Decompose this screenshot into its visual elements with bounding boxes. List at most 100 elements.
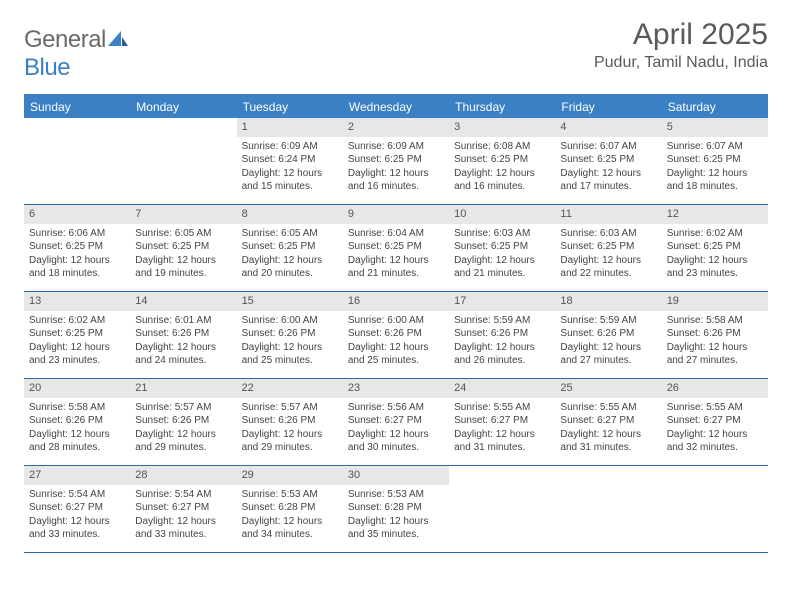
day-number: 17 [449, 292, 555, 311]
day-body: Sunrise: 6:00 AMSunset: 6:26 PMDaylight:… [237, 311, 343, 374]
day-cell: 8Sunrise: 6:05 AMSunset: 6:25 PMDaylight… [237, 205, 343, 291]
day-cell: 30Sunrise: 5:53 AMSunset: 6:28 PMDayligh… [343, 466, 449, 552]
sunset-text: Sunset: 6:25 PM [29, 240, 125, 254]
sunset-text: Sunset: 6:26 PM [242, 414, 338, 428]
day-cell: 1Sunrise: 6:09 AMSunset: 6:24 PMDaylight… [237, 118, 343, 204]
sunset-text: Sunset: 6:27 PM [560, 414, 656, 428]
day-cell: 22Sunrise: 5:57 AMSunset: 6:26 PMDayligh… [237, 379, 343, 465]
day-number: 14 [130, 292, 236, 311]
day-body: Sunrise: 5:55 AMSunset: 6:27 PMDaylight:… [449, 398, 555, 461]
sunset-text: Sunset: 6:25 PM [454, 153, 550, 167]
sunrise-text: Sunrise: 6:05 AM [135, 227, 231, 241]
sunset-text: Sunset: 6:24 PM [242, 153, 338, 167]
day-cell [449, 466, 555, 552]
day-body: Sunrise: 5:55 AMSunset: 6:27 PMDaylight:… [662, 398, 768, 461]
sunset-text: Sunset: 6:25 PM [348, 240, 444, 254]
dow-cell: Wednesday [343, 96, 449, 118]
sunrise-text: Sunrise: 5:54 AM [29, 488, 125, 502]
day-number: 20 [24, 379, 130, 398]
day-number: 27 [24, 466, 130, 485]
day-number [24, 118, 130, 122]
week-row: 20Sunrise: 5:58 AMSunset: 6:26 PMDayligh… [24, 379, 768, 466]
daylight-text: Daylight: 12 hours and 16 minutes. [454, 167, 550, 194]
sunset-text: Sunset: 6:28 PM [348, 501, 444, 515]
day-body: Sunrise: 6:07 AMSunset: 6:25 PMDaylight:… [662, 137, 768, 200]
daylight-text: Daylight: 12 hours and 24 minutes. [135, 341, 231, 368]
week-row: 13Sunrise: 6:02 AMSunset: 6:25 PMDayligh… [24, 292, 768, 379]
day-number: 10 [449, 205, 555, 224]
day-body: Sunrise: 6:08 AMSunset: 6:25 PMDaylight:… [449, 137, 555, 200]
day-number: 2 [343, 118, 449, 137]
daylight-text: Daylight: 12 hours and 29 minutes. [242, 428, 338, 455]
day-cell: 14Sunrise: 6:01 AMSunset: 6:26 PMDayligh… [130, 292, 236, 378]
day-cell: 26Sunrise: 5:55 AMSunset: 6:27 PMDayligh… [662, 379, 768, 465]
sunrise-text: Sunrise: 6:01 AM [135, 314, 231, 328]
day-body: Sunrise: 6:06 AMSunset: 6:25 PMDaylight:… [24, 224, 130, 287]
day-cell: 9Sunrise: 6:04 AMSunset: 6:25 PMDaylight… [343, 205, 449, 291]
day-body: Sunrise: 6:09 AMSunset: 6:24 PMDaylight:… [237, 137, 343, 200]
sunset-text: Sunset: 6:25 PM [454, 240, 550, 254]
sunset-text: Sunset: 6:25 PM [348, 153, 444, 167]
day-cell: 18Sunrise: 5:59 AMSunset: 6:26 PMDayligh… [555, 292, 661, 378]
day-body: Sunrise: 6:02 AMSunset: 6:25 PMDaylight:… [662, 224, 768, 287]
day-number: 16 [343, 292, 449, 311]
sunset-text: Sunset: 6:25 PM [667, 240, 763, 254]
dow-cell: Saturday [662, 96, 768, 118]
sunset-text: Sunset: 6:27 PM [29, 501, 125, 515]
day-cell [662, 466, 768, 552]
week-row: 27Sunrise: 5:54 AMSunset: 6:27 PMDayligh… [24, 466, 768, 553]
day-number: 25 [555, 379, 661, 398]
day-cell: 12Sunrise: 6:02 AMSunset: 6:25 PMDayligh… [662, 205, 768, 291]
daylight-text: Daylight: 12 hours and 34 minutes. [242, 515, 338, 542]
day-cell: 27Sunrise: 5:54 AMSunset: 6:27 PMDayligh… [24, 466, 130, 552]
sunset-text: Sunset: 6:27 PM [454, 414, 550, 428]
day-cell: 29Sunrise: 5:53 AMSunset: 6:28 PMDayligh… [237, 466, 343, 552]
day-cell: 20Sunrise: 5:58 AMSunset: 6:26 PMDayligh… [24, 379, 130, 465]
day-cell [130, 118, 236, 204]
sunset-text: Sunset: 6:27 PM [135, 501, 231, 515]
day-cell: 28Sunrise: 5:54 AMSunset: 6:27 PMDayligh… [130, 466, 236, 552]
day-body: Sunrise: 5:59 AMSunset: 6:26 PMDaylight:… [555, 311, 661, 374]
day-cell: 13Sunrise: 6:02 AMSunset: 6:25 PMDayligh… [24, 292, 130, 378]
sunrise-text: Sunrise: 6:04 AM [348, 227, 444, 241]
daylight-text: Daylight: 12 hours and 31 minutes. [560, 428, 656, 455]
sunset-text: Sunset: 6:26 PM [667, 327, 763, 341]
brand-part1: General [24, 26, 106, 53]
day-body: Sunrise: 6:03 AMSunset: 6:25 PMDaylight:… [555, 224, 661, 287]
daylight-text: Daylight: 12 hours and 33 minutes. [135, 515, 231, 542]
day-cell: 21Sunrise: 5:57 AMSunset: 6:26 PMDayligh… [130, 379, 236, 465]
sunrise-text: Sunrise: 5:59 AM [454, 314, 550, 328]
day-body: Sunrise: 5:53 AMSunset: 6:28 PMDaylight:… [343, 485, 449, 548]
day-number: 23 [343, 379, 449, 398]
day-body: Sunrise: 6:04 AMSunset: 6:25 PMDaylight:… [343, 224, 449, 287]
day-number: 13 [24, 292, 130, 311]
sunrise-text: Sunrise: 5:56 AM [348, 401, 444, 415]
day-body: Sunrise: 5:59 AMSunset: 6:26 PMDaylight:… [449, 311, 555, 374]
sunrise-text: Sunrise: 6:02 AM [29, 314, 125, 328]
day-number: 4 [555, 118, 661, 137]
daylight-text: Daylight: 12 hours and 21 minutes. [348, 254, 444, 281]
sunrise-text: Sunrise: 5:59 AM [560, 314, 656, 328]
day-body: Sunrise: 6:01 AMSunset: 6:26 PMDaylight:… [130, 311, 236, 374]
day-body: Sunrise: 5:55 AMSunset: 6:27 PMDaylight:… [555, 398, 661, 461]
logo-sail-icon [108, 26, 128, 54]
sunrise-text: Sunrise: 5:55 AM [560, 401, 656, 415]
day-number: 15 [237, 292, 343, 311]
day-body: Sunrise: 5:58 AMSunset: 6:26 PMDaylight:… [24, 398, 130, 461]
day-cell: 4Sunrise: 6:07 AMSunset: 6:25 PMDaylight… [555, 118, 661, 204]
day-number: 7 [130, 205, 236, 224]
day-body: Sunrise: 5:57 AMSunset: 6:26 PMDaylight:… [237, 398, 343, 461]
daylight-text: Daylight: 12 hours and 27 minutes. [560, 341, 656, 368]
sunrise-text: Sunrise: 6:05 AM [242, 227, 338, 241]
sunrise-text: Sunrise: 6:09 AM [348, 140, 444, 154]
sunset-text: Sunset: 6:25 PM [560, 153, 656, 167]
sunrise-text: Sunrise: 5:57 AM [135, 401, 231, 415]
day-number: 19 [662, 292, 768, 311]
sunrise-text: Sunrise: 6:03 AM [454, 227, 550, 241]
sunset-text: Sunset: 6:25 PM [667, 153, 763, 167]
month-title: April 2025 [594, 18, 768, 52]
calendar: SundayMondayTuesdayWednesdayThursdayFrid… [24, 94, 768, 553]
day-of-week-header: SundayMondayTuesdayWednesdayThursdayFrid… [24, 96, 768, 118]
day-number: 3 [449, 118, 555, 137]
daylight-text: Daylight: 12 hours and 35 minutes. [348, 515, 444, 542]
